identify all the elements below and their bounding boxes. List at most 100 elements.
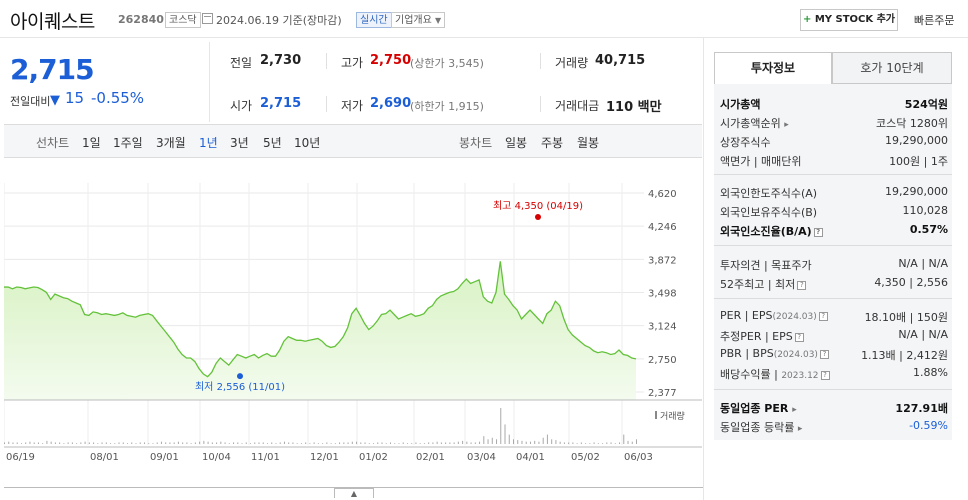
- sector-per-label[interactable]: 동일업종 PER: [720, 402, 789, 415]
- volume-bar: [402, 442, 404, 444]
- quick-order-link[interactable]: 빠른주문: [914, 14, 955, 27]
- tab-3m[interactable]: 3개월: [156, 136, 186, 150]
- sector-change-label[interactable]: 동일업종 등락률: [720, 421, 795, 434]
- per-period: (2024.03): [772, 312, 817, 322]
- volume-bar: [4, 442, 5, 444]
- stock-header: [0, 0, 968, 38]
- volume-bar: [245, 442, 247, 444]
- volume-bar: [508, 434, 510, 444]
- add-mystock-button[interactable]: + MY STOCK 추가: [800, 9, 898, 31]
- volume-bar: [368, 443, 370, 444]
- volume-bar: [220, 441, 222, 444]
- volume-bar: [300, 443, 302, 444]
- pbr-label: PBR | BPS: [720, 347, 774, 360]
- volume-bar: [139, 442, 141, 444]
- volume-bar: [84, 441, 86, 444]
- divider: [326, 53, 327, 69]
- per-value: 18.10배 | 150원: [864, 311, 948, 324]
- shares-row: 상장주식수 19,290,000: [720, 132, 948, 150]
- par-label: 액면가 | 매매단위: [720, 155, 802, 168]
- plus-icon: +: [802, 14, 812, 25]
- help-icon[interactable]: ?: [794, 332, 804, 342]
- help-icon[interactable]: ?: [820, 370, 830, 380]
- realtime-button[interactable]: 실시간: [356, 12, 392, 28]
- volume-bar: [360, 442, 362, 444]
- collapse-button[interactable]: ▲: [334, 488, 374, 498]
- price-chart[interactable]: 4,620 4,246 3,872 3,498 3,124 2,750 2,377 06/19…: [4, 160, 702, 485]
- prev-label: 전일: [230, 56, 253, 70]
- help-icon[interactable]: ?: [819, 349, 829, 359]
- volume-bar: [266, 443, 268, 444]
- volume-bar: [440, 442, 442, 444]
- volume-bar: [101, 442, 103, 444]
- per-label: PER | EPS: [720, 309, 773, 322]
- tab-1d[interactable]: 1일: [82, 136, 101, 150]
- volume-bar: [585, 443, 587, 444]
- dividend-period: 2023.12: [781, 371, 819, 381]
- x-tick-label: 03/04: [467, 452, 496, 463]
- corp-info-dropdown[interactable]: 기업개요 ▼: [391, 12, 446, 28]
- prev-value: 2,730: [260, 53, 302, 68]
- volume-bar: [474, 442, 476, 444]
- volume-bar: [487, 439, 489, 444]
- volume-bar: [483, 436, 485, 444]
- volume-bar: [593, 442, 595, 444]
- pbr-period: (2024.03): [773, 350, 818, 360]
- volume-bar: [614, 443, 616, 444]
- volume-bar: [211, 442, 213, 444]
- help-icon[interactable]: ?: [813, 227, 823, 237]
- base-date: 2024.06.19 기준(장마감): [216, 14, 342, 27]
- volume-bar: [37, 442, 39, 444]
- volume-bar: [177, 441, 179, 444]
- change-label: 전일대비: [10, 95, 51, 108]
- tab-daily[interactable]: 일봉: [505, 136, 528, 150]
- help-icon[interactable]: ?: [818, 311, 828, 321]
- tab-1y[interactable]: 1년: [199, 136, 218, 150]
- x-tick-label: 09/01: [150, 452, 179, 463]
- volume-bar: [224, 442, 226, 444]
- tab-1w[interactable]: 1주일: [113, 136, 143, 150]
- volume-bar: [411, 443, 413, 444]
- volume-bar: [305, 442, 307, 444]
- dividend-row: 배당수익률 | 2023.12? 1.88%: [720, 366, 948, 381]
- volume-bar: [462, 440, 464, 444]
- volume-bar: [309, 443, 311, 444]
- tab-10y[interactable]: 10년: [294, 136, 321, 150]
- info-panel: [703, 38, 968, 500]
- tab-orderbook[interactable]: 호가 10단계: [832, 52, 952, 84]
- volume-bar: [288, 442, 290, 444]
- foreign-ratio-label: 외국인소진율(B/A): [720, 225, 812, 238]
- price-box: [4, 42, 210, 122]
- low-label: 최저 2,556 (11/01): [195, 381, 285, 393]
- volume-bar: [228, 443, 230, 444]
- tab-invest-info[interactable]: 투자정보: [714, 52, 832, 84]
- volume-bar: [521, 440, 523, 444]
- volume-bar: [262, 442, 264, 444]
- sector-change-row: 동일업종 등락률 ▸ -0.59%: [720, 417, 948, 435]
- foreign-limit-value: 19,290,000: [885, 185, 948, 198]
- rank-label: 시가총액순위: [720, 117, 781, 130]
- pbr-row: PBR | BPS(2024.03)? 1.13배 | 2,412원: [720, 345, 948, 363]
- volume-bar: [351, 441, 353, 444]
- x-tick-label: 01/02: [359, 452, 388, 463]
- volume-bar: [606, 442, 608, 444]
- tab-5y[interactable]: 5년: [263, 136, 282, 150]
- volume-bar: [436, 441, 438, 444]
- divider: [540, 96, 541, 112]
- tab-monthly[interactable]: 월봉: [577, 136, 600, 150]
- tab-3y[interactable]: 3년: [230, 136, 249, 150]
- volume-bar: [563, 442, 565, 444]
- amount-value: 110 백만: [606, 100, 662, 115]
- stock-code: 262840: [118, 13, 164, 26]
- high-label: 고가: [341, 56, 364, 70]
- open-label: 시가: [230, 99, 253, 113]
- volume-bar: [381, 442, 383, 444]
- volume-bar: [76, 443, 78, 444]
- par-row: 액면가 | 매매단위 100원 | 1주: [720, 151, 948, 169]
- tab-weekly[interactable]: 주봉: [541, 136, 564, 150]
- x-tick-label: 08/01: [90, 452, 119, 463]
- help-icon[interactable]: ?: [797, 280, 807, 290]
- current-price: 2,715: [10, 53, 95, 86]
- volume-bar: [88, 442, 90, 444]
- volume-bar: [551, 439, 553, 444]
